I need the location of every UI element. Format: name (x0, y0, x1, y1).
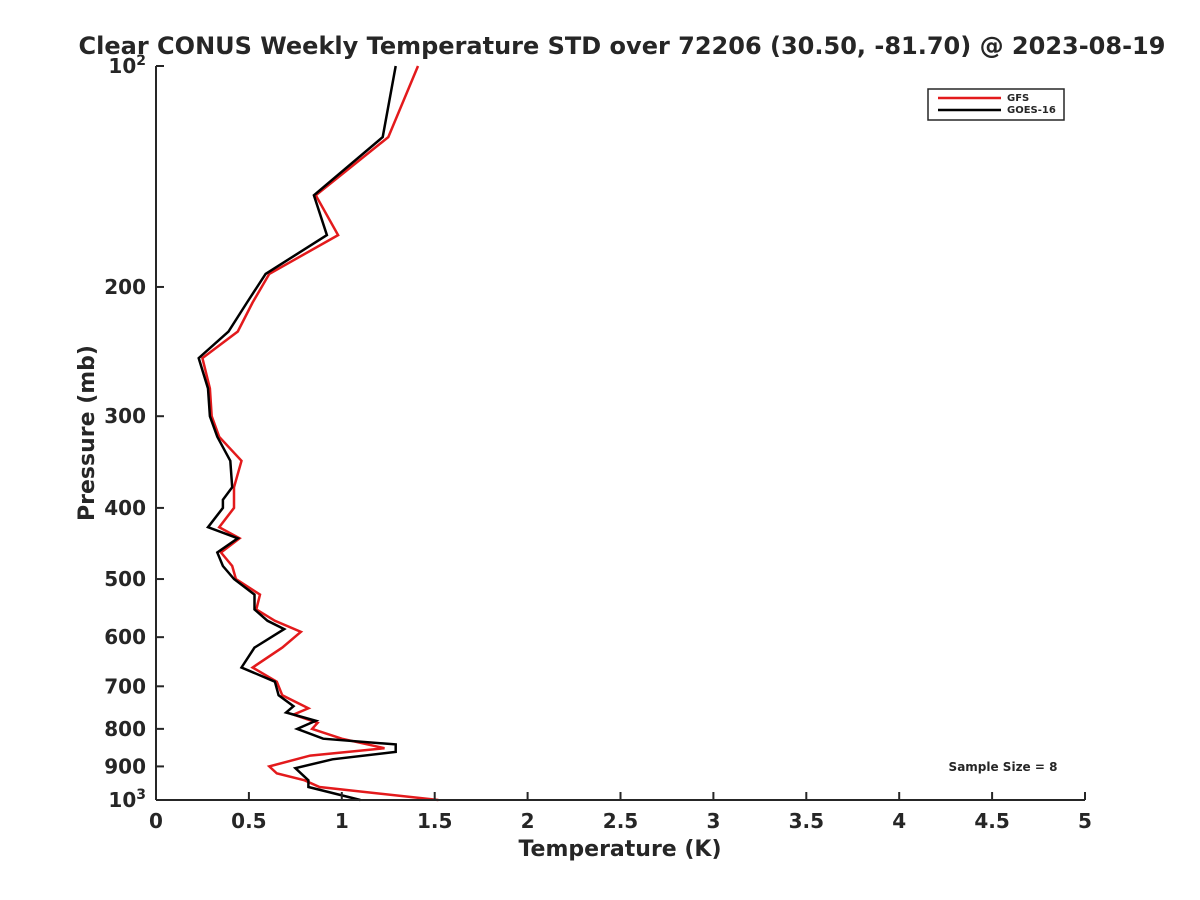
x-tick-label: 3 (706, 809, 720, 833)
x-tick-label: 0 (149, 809, 163, 833)
x-tick-label: 2.5 (603, 809, 638, 833)
x-tick-label: 2 (521, 809, 535, 833)
series-line-gfs (200, 65, 439, 802)
legend-label-gfs: GFS (1007, 93, 1029, 104)
x-tick-label: 4.5 (974, 809, 1009, 833)
series-layer (197, 65, 439, 802)
y-tick-label: 300 (104, 404, 146, 428)
y-axis-label: Pressure (mb) (75, 345, 100, 521)
y-tick-label: 800 (104, 717, 146, 741)
legend-box (927, 88, 1065, 121)
y-tick-label: 500 (104, 567, 146, 591)
y-tick-label: 700 (104, 674, 146, 698)
y-tick-label: 900 (104, 754, 146, 778)
y-tick-label: 400 (104, 496, 146, 520)
x-tick-label: 5 (1078, 809, 1092, 833)
x-tick-label: 1 (335, 809, 349, 833)
series-line-goes16 (197, 65, 397, 802)
y-tick-label: 102 (108, 53, 146, 78)
x-tick-label: 4 (892, 809, 906, 833)
legend: GFS GOES-16 (927, 88, 1065, 121)
x-tick-label: 3.5 (789, 809, 824, 833)
chart-title: Clear CONUS Weekly Temperature STD over … (79, 32, 1166, 60)
legend-label-goes16: GOES-16 (1007, 105, 1056, 116)
x-tick-label: 0.5 (231, 809, 266, 833)
y-ticks: 102 200 300 400 500 600 700 800 900 103 (104, 53, 164, 812)
y-tick-label: 200 (104, 275, 146, 299)
y-tick-label: 103 (108, 787, 146, 812)
x-ticks: 0 0.5 1 1.5 2 2.5 3 3.5 4 4.5 5 (149, 792, 1092, 833)
y-tick-label: 600 (104, 625, 146, 649)
x-tick-label: 1.5 (417, 809, 452, 833)
x-axis-label: Temperature (K) (518, 837, 721, 862)
sample-size-annotation: Sample Size = 8 (949, 760, 1058, 774)
